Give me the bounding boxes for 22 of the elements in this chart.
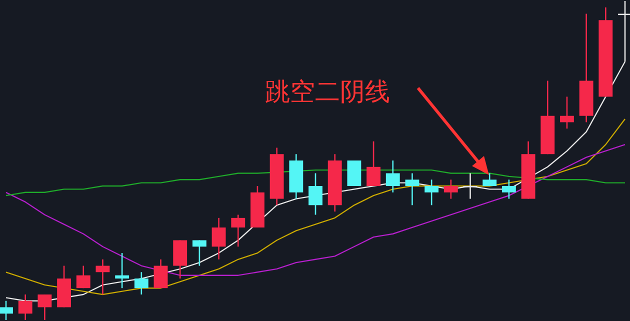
- candlestick: [0, 300, 13, 321]
- candlestick: [502, 178, 516, 200]
- candlestick: [560, 96, 574, 130]
- candlestick: [96, 258, 110, 296]
- candlestick: [386, 160, 400, 194]
- candlestick: [18, 294, 32, 321]
- candlestick: [212, 217, 226, 260]
- candlestick: [115, 252, 130, 289]
- candlestick: [424, 178, 439, 206]
- candlestick: [463, 172, 478, 200]
- candlestick: [38, 294, 52, 321]
- candlestick: [366, 140, 380, 187]
- candlestick: [444, 178, 458, 200]
- candlestick: [76, 265, 90, 289]
- candlestick: [405, 172, 420, 206]
- candlestick: [231, 214, 246, 248]
- candlestick: [154, 258, 168, 289]
- annotation: 跳空二阴线: [265, 77, 390, 106]
- candlestick: [308, 172, 322, 216]
- candlestick: [192, 240, 206, 266]
- candlestick: [134, 272, 148, 296]
- candlestick: [482, 172, 497, 187]
